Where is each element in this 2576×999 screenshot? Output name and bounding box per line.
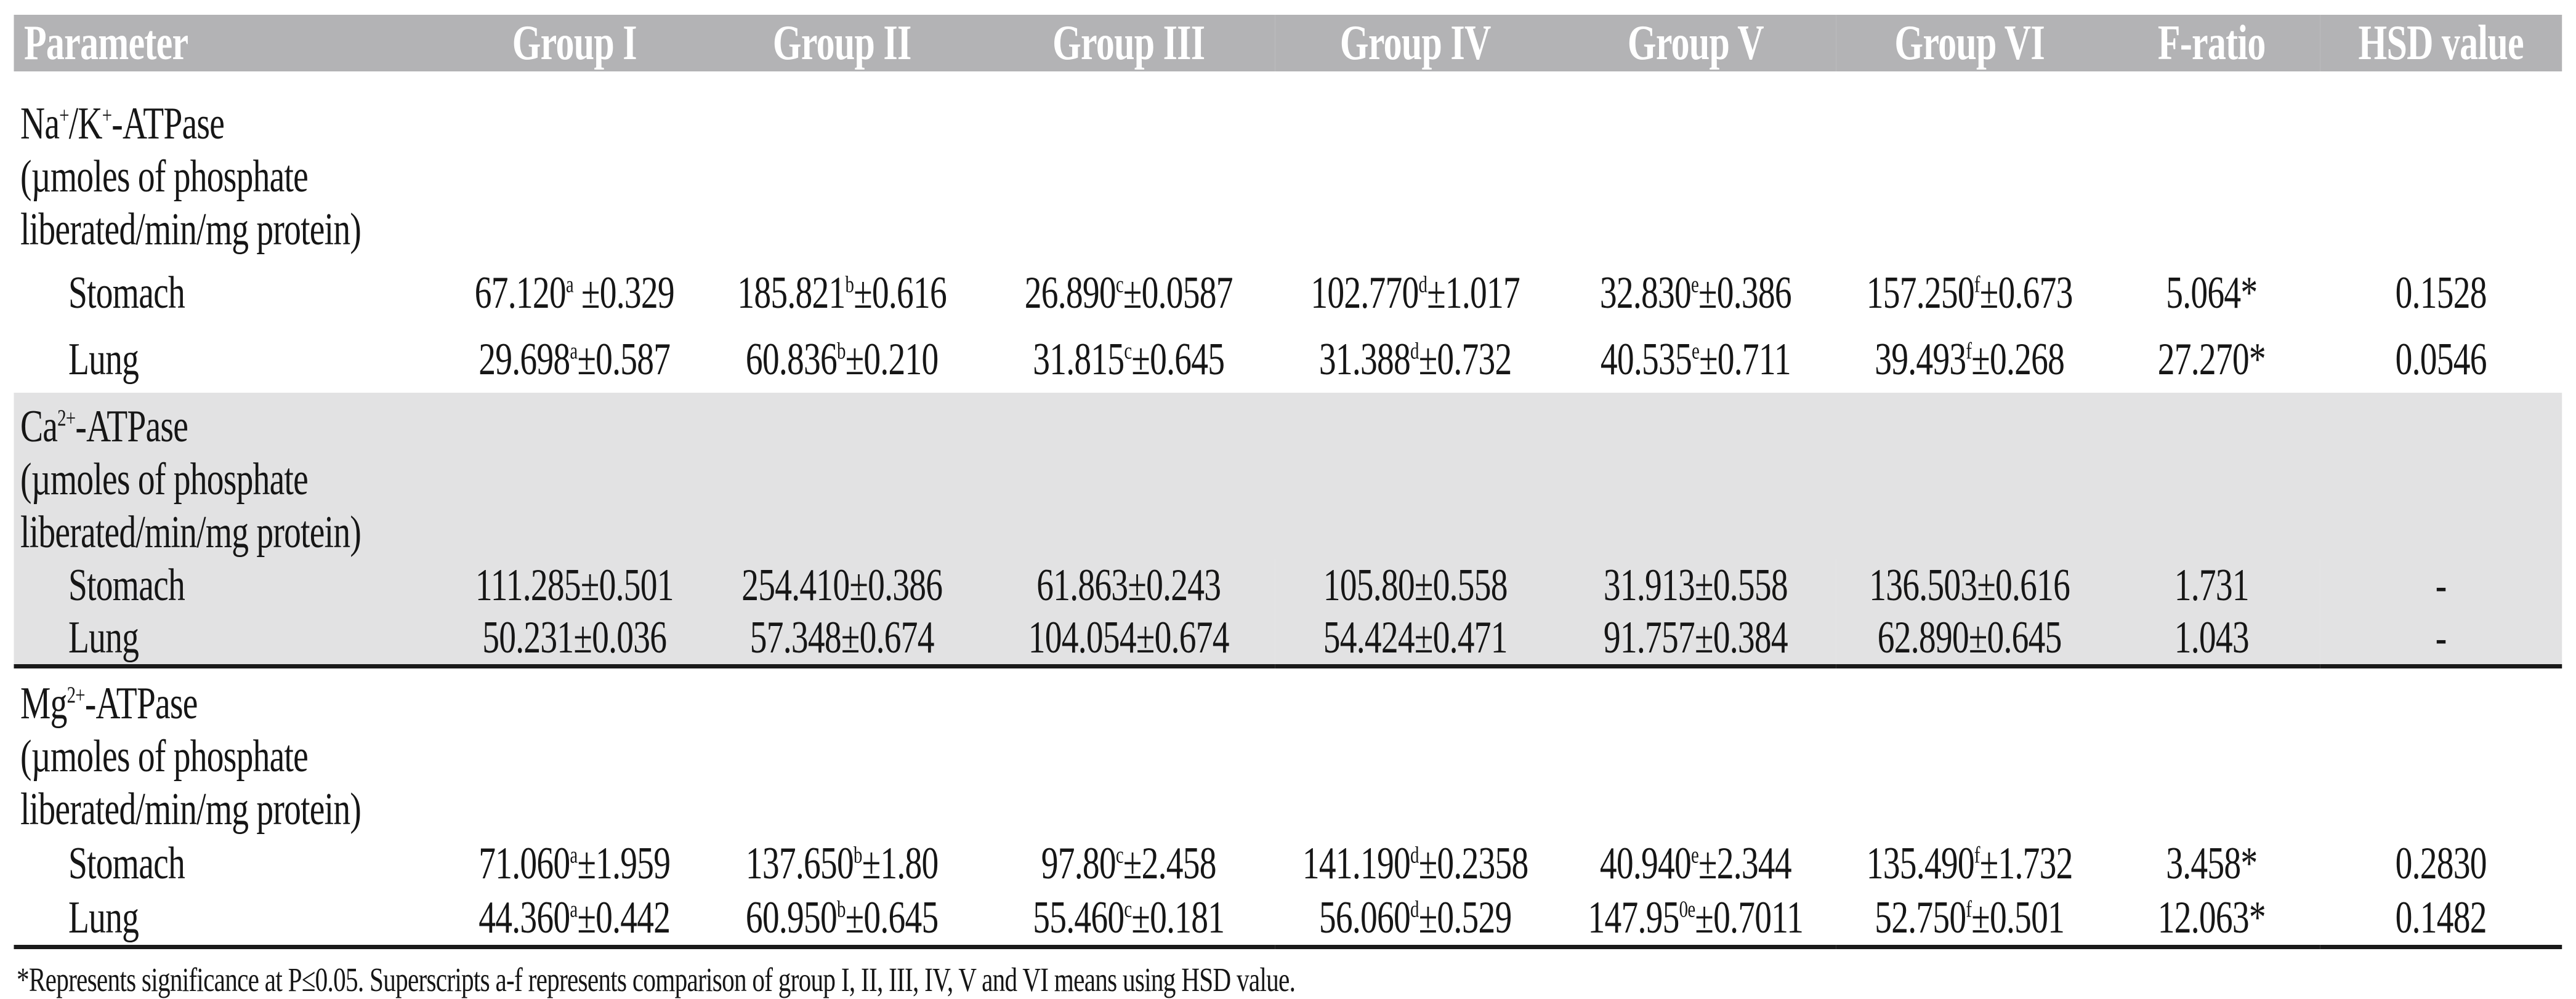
value-cell: 31.815c±0.645 bbox=[1033, 334, 1225, 385]
value-cell: 5.064* bbox=[2166, 267, 2258, 318]
value-cell: 102.770d±1.017 bbox=[1310, 267, 1520, 318]
value-cell: 0.2830 bbox=[2395, 838, 2487, 889]
section-title: Na+/K+-ATPase (µmoles of phosphate liberat… bbox=[14, 71, 2562, 260]
section-title-line: liberated/min/mg protein) bbox=[20, 507, 361, 558]
section-na-k-atpase: Na+/K+-ATPase (µmoles of phosphate liberat… bbox=[14, 71, 2562, 393]
value-cell: 147.950e±0.7011 bbox=[1588, 892, 1804, 943]
value-cell: 0.1482 bbox=[2395, 892, 2487, 943]
section-title-line: Ca2+-ATPase bbox=[20, 401, 188, 452]
value-cell: 56.060d±0.529 bbox=[1318, 892, 1512, 943]
value-cell: 141.190d±0.2358 bbox=[1302, 838, 1528, 889]
significance-footnote: *Represents significance at P≤0.05. Supe… bbox=[17, 960, 1296, 998]
value-cell: 0.1528 bbox=[2395, 267, 2487, 318]
value-cell: 60.836b±0.210 bbox=[745, 334, 939, 385]
value-cell: 71.060a±1.959 bbox=[478, 838, 671, 889]
value-cell: 185.821b±0.616 bbox=[737, 267, 947, 318]
value-cell: 27.270* bbox=[2157, 334, 2266, 385]
value-cell: 55.460c±0.181 bbox=[1033, 892, 1225, 943]
column-header-hsd-value: HSD value bbox=[2320, 15, 2562, 71]
section-title-line: (µmoles of phosphate bbox=[20, 731, 309, 782]
value-cell: - bbox=[2435, 612, 2447, 663]
row-label: Stomach bbox=[68, 560, 185, 611]
value-cell: 39.493f±0.268 bbox=[1875, 334, 2065, 385]
value-cell: 137.650b±1.80 bbox=[745, 838, 939, 889]
column-header-f-ratio: F-ratio bbox=[2103, 15, 2320, 71]
row-label: Lung bbox=[68, 892, 139, 943]
column-header-group-ii: Group II bbox=[701, 15, 982, 71]
value-cell: 31.388d±0.732 bbox=[1318, 334, 1512, 385]
value-cell: 91.757±0.384 bbox=[1603, 612, 1788, 663]
header-row: Parameter Group I Group II Group III Gro… bbox=[14, 15, 2562, 71]
value-cell: 40.535e±0.711 bbox=[1600, 334, 1791, 385]
section-title-row: Na+/K+-ATPase (µmoles of phosphate liberat… bbox=[14, 71, 2562, 260]
value-cell: 29.698a±0.587 bbox=[478, 334, 671, 385]
value-cell: 111.285±0.501 bbox=[475, 560, 674, 611]
value-cell: 54.424±0.471 bbox=[1323, 612, 1508, 663]
section-mg-atpase: Mg2+-ATPase (µmoles of phosphate liberated… bbox=[14, 666, 2562, 947]
value-cell: 3.458* bbox=[2166, 838, 2258, 889]
row-label: Stomach bbox=[68, 838, 185, 889]
value-cell: 61.863±0.243 bbox=[1036, 560, 1221, 611]
column-header-group-i: Group I bbox=[446, 15, 702, 71]
value-cell: 44.360a±0.442 bbox=[478, 892, 671, 943]
section-title-line: liberated/min/mg protein) bbox=[20, 784, 361, 835]
value-cell: 136.503±0.616 bbox=[1869, 560, 2070, 611]
section-title-line: liberated/min/mg protein) bbox=[20, 204, 361, 255]
column-header-group-iv: Group IV bbox=[1275, 15, 1556, 71]
column-header-group-vi: Group VI bbox=[1835, 15, 2104, 71]
value-cell: 26.890c±0.0587 bbox=[1024, 267, 1233, 318]
value-cell: 254.410±0.386 bbox=[741, 560, 943, 611]
atpase-results-table: Parameter Group I Group II Group III Gro… bbox=[14, 15, 2562, 949]
column-header-group-iii: Group III bbox=[982, 15, 1275, 71]
value-cell: 157.250f±0.673 bbox=[1866, 267, 2073, 318]
column-header-group-v: Group V bbox=[1555, 15, 1836, 71]
section-title-line: Mg2+-ATPase bbox=[20, 678, 198, 729]
value-cell: 1.731 bbox=[2174, 560, 2250, 611]
table-row: Stomach 71.060a±1.959 137.650b±1.80 97.80c±… bbox=[14, 836, 2562, 891]
value-cell: 32.830e±0.386 bbox=[1599, 267, 1792, 318]
value-cell: 1.043 bbox=[2174, 612, 2250, 663]
value-cell: 40.940e±2.344 bbox=[1599, 838, 1792, 889]
section-title-line: (µmoles of phosphate bbox=[20, 454, 309, 505]
section-title: Ca2+-ATPase (µmoles of phosphate liberated… bbox=[14, 393, 2562, 559]
row-label: Stomach bbox=[68, 267, 185, 318]
value-cell: 105.80±0.558 bbox=[1323, 560, 1508, 611]
value-cell: 50.231±0.036 bbox=[482, 612, 667, 663]
value-cell: 0.0546 bbox=[2395, 334, 2487, 385]
section-ca-atpase: Ca2+-ATPase (µmoles of phosphate liberated… bbox=[14, 393, 2562, 667]
value-cell: 60.950b±0.645 bbox=[745, 892, 939, 943]
table-row: Stomach 67.120a ±0.329 185.821b±0.616 26.89… bbox=[14, 260, 2562, 326]
value-cell: 52.750f±0.501 bbox=[1875, 892, 2065, 943]
section-title-row: Ca2+-ATPase (µmoles of phosphate liberated… bbox=[14, 393, 2562, 559]
section-title-line: Na+/K+-ATPase bbox=[20, 98, 225, 149]
row-label: Lung bbox=[68, 612, 139, 663]
row-label: Lung bbox=[68, 334, 139, 385]
table-row: Stomach 111.285±0.501 254.410±0.386 61.863±… bbox=[14, 559, 2562, 612]
section-title-row: Mg2+-ATPase (µmoles of phosphate liberated… bbox=[14, 667, 2562, 837]
table-row: Lung 29.698a±0.587 60.836b±0.210 31.815c±0.… bbox=[14, 326, 2562, 393]
value-cell: 12.063* bbox=[2157, 892, 2266, 943]
table-row: Lung 44.360a±0.442 60.950b±0.645 55.460c±0.… bbox=[14, 891, 2562, 947]
value-cell: 31.913±0.558 bbox=[1603, 560, 1788, 611]
value-cell: 57.348±0.674 bbox=[749, 612, 935, 663]
value-cell: 135.490f±1.732 bbox=[1866, 838, 2073, 889]
section-title: Mg2+-ATPase (µmoles of phosphate liberated… bbox=[14, 667, 2562, 837]
table-header: Parameter Group I Group II Group III Gro… bbox=[14, 15, 2562, 71]
value-cell: 67.120a ±0.329 bbox=[474, 267, 675, 318]
value-cell: 62.890±0.645 bbox=[1877, 612, 2062, 663]
section-title-line: (µmoles of phosphate bbox=[20, 151, 309, 202]
value-cell: 104.054±0.674 bbox=[1028, 612, 1230, 663]
column-header-parameter: Parameter bbox=[14, 15, 447, 71]
value-cell: 97.80c±2.458 bbox=[1041, 838, 1217, 889]
table-row: Lung 50.231±0.036 57.348±0.674 104.054±0.67… bbox=[14, 612, 2562, 667]
value-cell: - bbox=[2435, 560, 2447, 611]
